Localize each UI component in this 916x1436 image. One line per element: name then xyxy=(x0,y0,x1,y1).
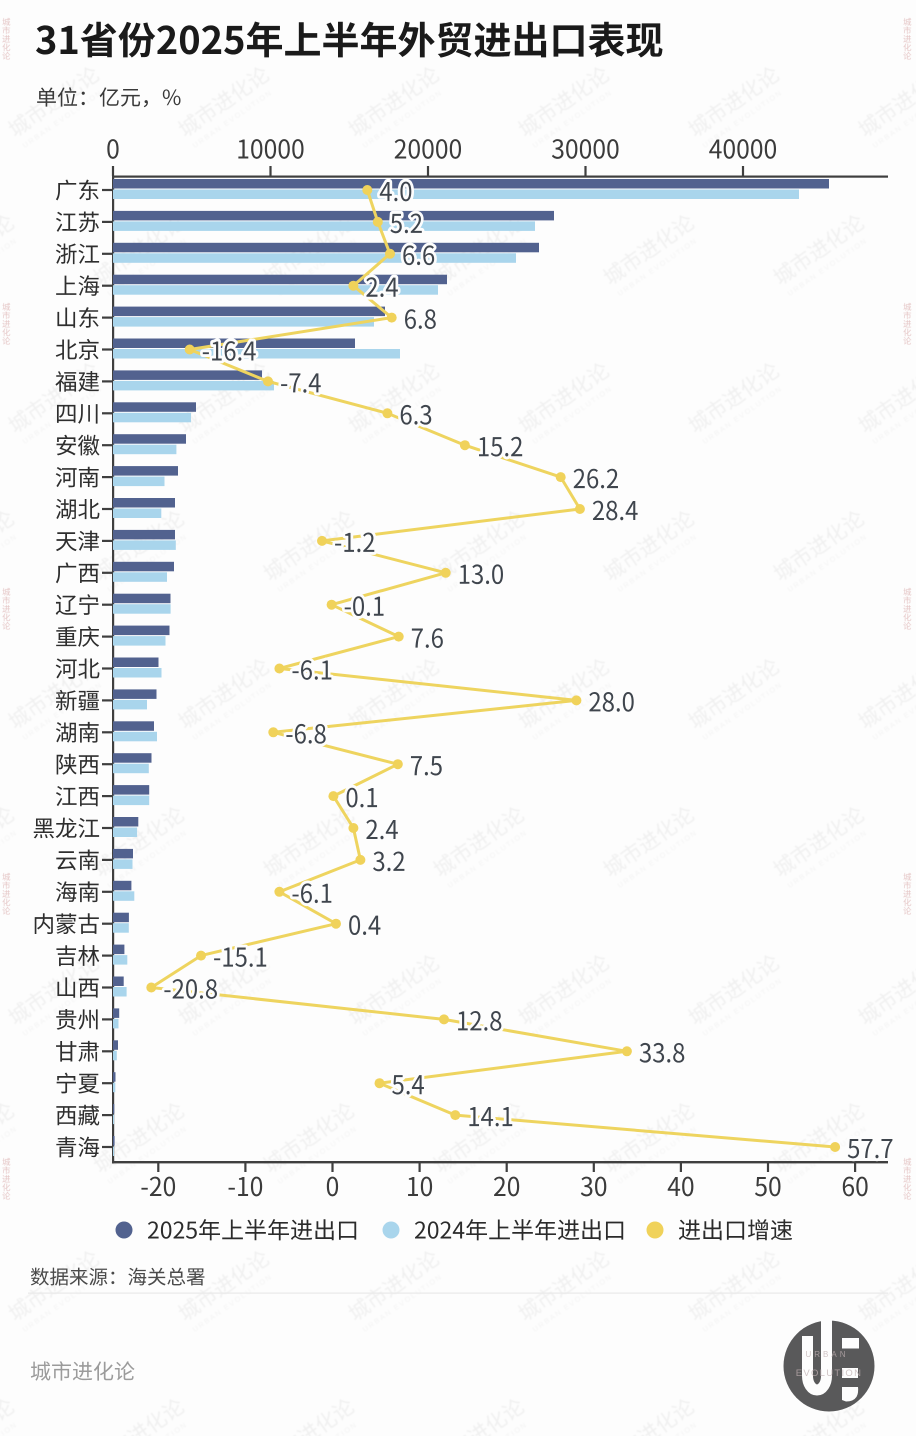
svg-text:URBAN: URBAN xyxy=(805,1350,848,1359)
svg-text:EVOLUTION: EVOLUTION xyxy=(796,1368,863,1379)
